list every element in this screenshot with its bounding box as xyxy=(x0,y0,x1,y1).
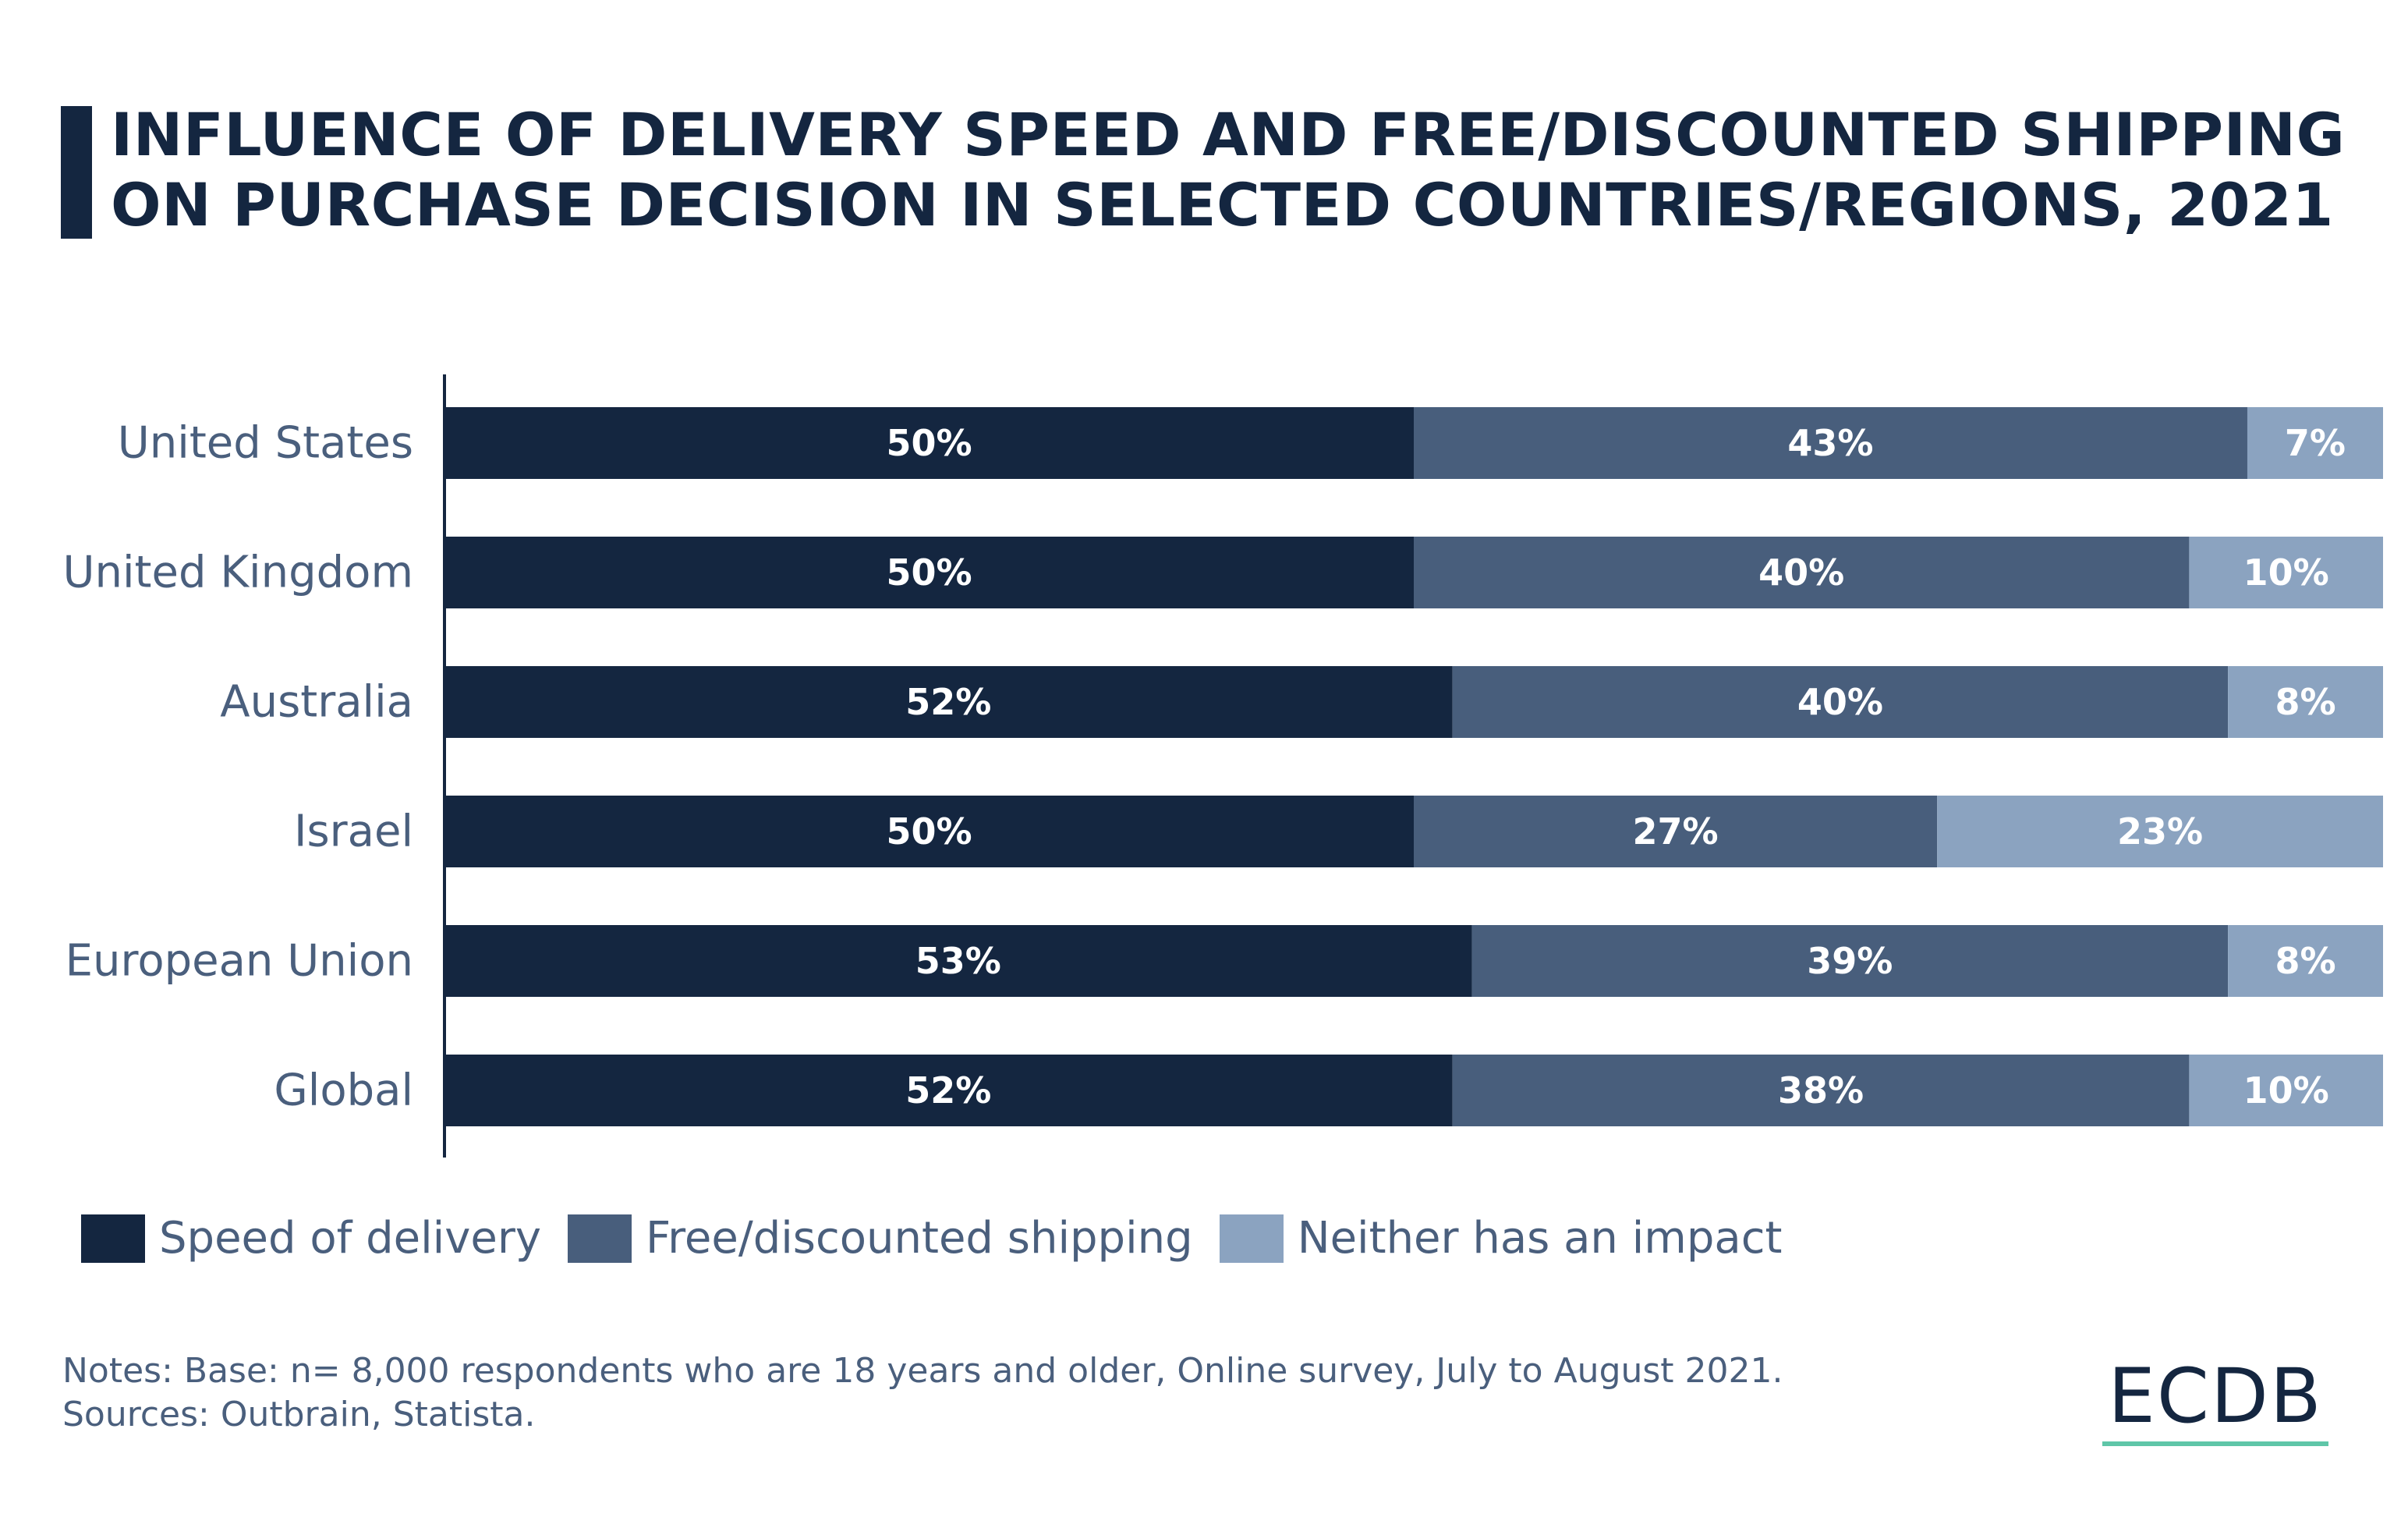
legend-swatch xyxy=(568,1214,632,1263)
bar-united-states-series-3 xyxy=(2247,407,2383,479)
data-label-israel-series-3: 23% xyxy=(2117,810,2203,853)
chart-notes: Notes: Base: n= 8,000 respondents who ar… xyxy=(62,1349,1783,1437)
sources-line: Sources: Outbrain, Statista. xyxy=(62,1395,536,1434)
data-label-israel-series-1: 50% xyxy=(886,810,972,853)
bar-united-states-series-2 xyxy=(1414,407,2247,479)
legend-swatch xyxy=(81,1214,145,1263)
bar-israel-series-3 xyxy=(1937,796,2383,867)
data-label-australia-series-3: 8% xyxy=(2275,681,2336,723)
data-label-global-series-3: 10% xyxy=(2243,1069,2329,1112)
bar-european-union-series-2 xyxy=(1471,925,2229,997)
data-label-european-union-series-2: 39% xyxy=(1807,940,1893,982)
legend-label: Free/discounted shipping xyxy=(646,1213,1193,1264)
data-label-united-states-series-3: 7% xyxy=(2285,422,2346,464)
bar-australia-series-2 xyxy=(1452,666,2229,738)
chart-title: INFLUENCE OF DELIVERY SPEED AND FREE/DIS… xyxy=(111,100,2372,240)
bar-australia-series-1 xyxy=(444,666,1453,738)
bar-israel-series-2 xyxy=(1414,796,1938,867)
data-label-israel-series-2: 27% xyxy=(1633,810,1719,853)
bar-united-kingdom-series-3 xyxy=(2189,537,2383,608)
legend-swatch xyxy=(1219,1214,1284,1263)
data-label-united-kingdom-series-3: 10% xyxy=(2243,551,2329,594)
bar-european-union-series-1 xyxy=(444,925,1472,997)
stacked-bar-chart: United States 50% 43% 7% United Kingdom 50% 40… xyxy=(63,374,2383,1158)
legend-item-3: Neither has an impact xyxy=(1219,1213,1783,1264)
legend-label: Speed of delivery xyxy=(159,1213,541,1264)
data-label-united-states-series-2: 43% xyxy=(1787,422,1873,464)
title-accent-bar xyxy=(61,106,92,239)
legend-item-2: Free/discounted shipping xyxy=(568,1213,1193,1264)
chart-title-line-1: INFLUENCE OF DELIVERY SPEED AND FREE/DIS… xyxy=(111,100,2346,169)
data-label-global-series-1: 52% xyxy=(905,1069,991,1112)
category-label-israel: Israel xyxy=(294,807,413,857)
bar-global-series-3 xyxy=(2189,1055,2383,1126)
data-label-global-series-2: 38% xyxy=(1778,1069,1864,1112)
notes-line: Notes: Base: n= 8,000 respondents who ar… xyxy=(62,1351,1783,1391)
chart-legend: Speed of delivery Free/discounted shippin… xyxy=(81,1213,1808,1264)
bar-global-series-2 xyxy=(1452,1055,2190,1126)
legend-item-1: Speed of delivery xyxy=(81,1213,541,1264)
data-label-united-states-series-1: 50% xyxy=(886,422,972,464)
legend-label: Neither has an impact xyxy=(1297,1213,1783,1264)
bar-israel-series-1 xyxy=(444,796,1414,867)
bar-united-kingdom-series-1 xyxy=(444,537,1414,608)
data-label-united-kingdom-series-2: 40% xyxy=(1758,551,1844,594)
category-label-global: Global xyxy=(274,1065,413,1116)
chart-title-line-2: ON PURCHASE DECISION IN SELECTED COUNTRI… xyxy=(111,170,2334,239)
ecdb-logo: ECDB xyxy=(2102,1357,2328,1446)
category-label-australia: Australia xyxy=(220,677,413,728)
category-label-european-union: European Union xyxy=(66,936,413,987)
category-label-united-states: United States xyxy=(118,418,413,469)
bar-australia-series-3 xyxy=(2228,666,2383,738)
data-label-european-union-series-1: 53% xyxy=(915,940,1001,982)
logo-underline xyxy=(2102,1441,2328,1446)
data-label-united-kingdom-series-1: 50% xyxy=(886,551,972,594)
data-label-australia-series-2: 40% xyxy=(1797,681,1883,723)
category-label-united-kingdom: United Kingdom xyxy=(63,548,413,598)
data-label-european-union-series-3: 8% xyxy=(2275,940,2336,982)
logo-text: ECDB xyxy=(2108,1353,2323,1440)
bar-global-series-1 xyxy=(444,1055,1453,1126)
bar-united-states-series-1 xyxy=(444,407,1414,479)
bar-united-kingdom-series-2 xyxy=(1414,537,2190,608)
data-label-australia-series-1: 52% xyxy=(905,681,991,723)
bar-european-union-series-3 xyxy=(2228,925,2383,997)
